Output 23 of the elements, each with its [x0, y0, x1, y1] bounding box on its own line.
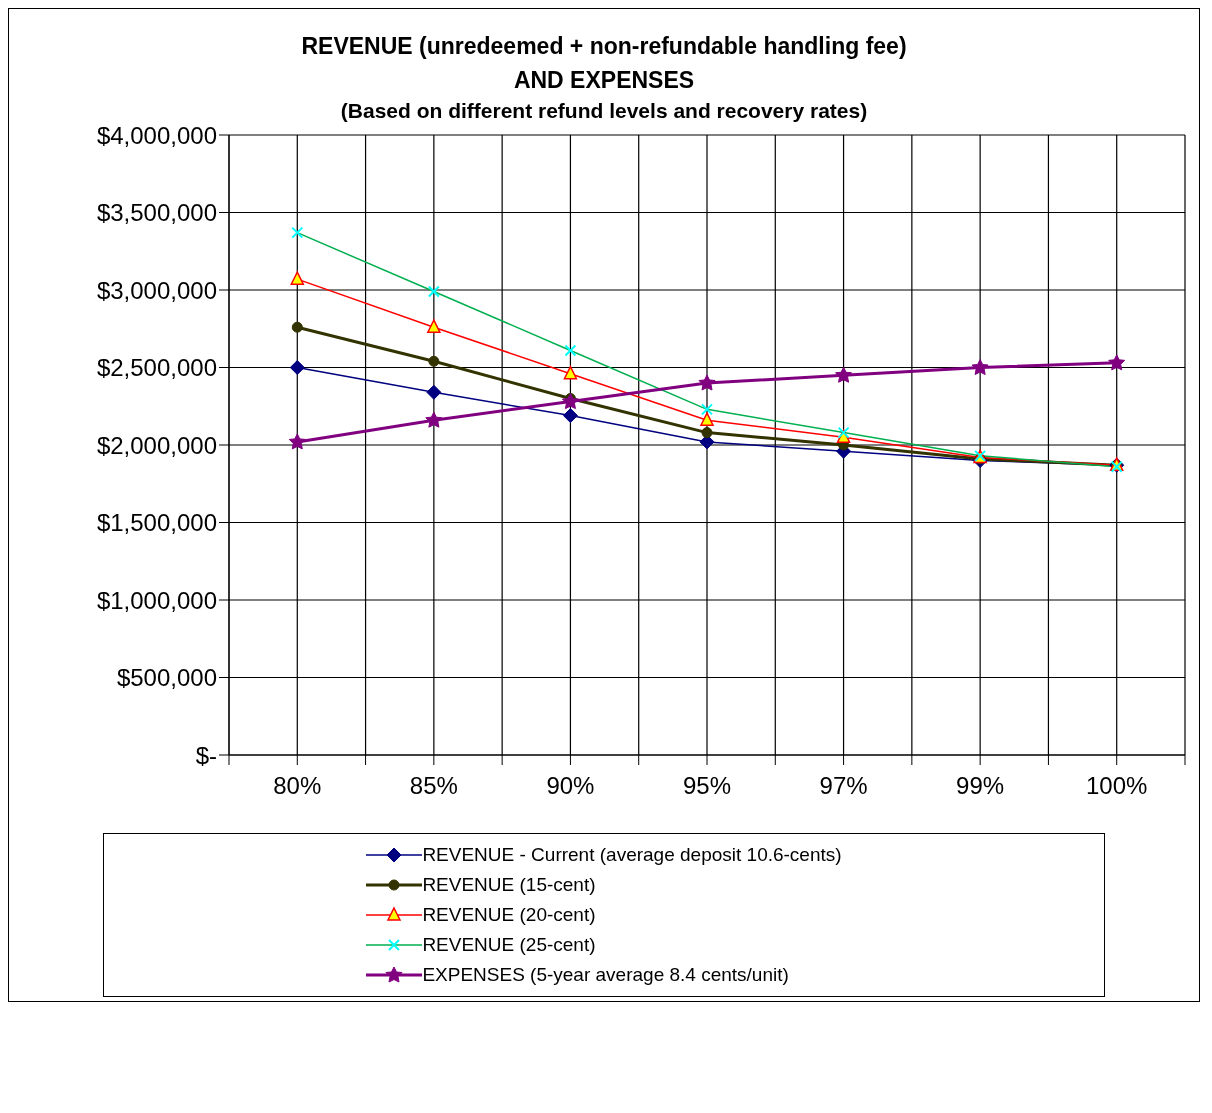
legend-label: REVENUE (25-cent)	[422, 934, 596, 956]
y-tick-label: $1,500,000	[96, 509, 217, 537]
legend-label: EXPENSES (5-year average 8.4 cents/unit)	[422, 964, 789, 986]
legend-label: REVENUE (15-cent)	[422, 874, 596, 896]
y-tick-label: $3,000,000	[96, 276, 217, 304]
y-tick-label: $1,000,000	[96, 586, 217, 614]
chart-title: REVENUE (unredeemed + non-refundable handling fee) AND EXPENSES	[300, 32, 908, 95]
legend-label: REVENUE (20-cent)	[422, 904, 596, 926]
legend-label: REVENUE - Current (average deposit 10.6-cents)	[422, 844, 842, 866]
x-tick-label: 85%	[409, 772, 458, 800]
x-tick-label: 80%	[273, 772, 322, 800]
y-tick-label: $2,000,000	[96, 431, 217, 459]
x-tick-label: 95%	[682, 772, 732, 800]
chart-subtitle: (Based on different refund levels and recovery rates)	[340, 99, 868, 122]
x-tick-label: 90%	[546, 772, 595, 800]
x-tick-label: 99%	[956, 772, 1005, 800]
y-tick-label: $4,000,000	[96, 121, 217, 149]
y-tick-label: $-	[195, 741, 217, 769]
x-tick-label: 97%	[819, 772, 868, 800]
y-tick-label: $2,500,000	[96, 354, 217, 382]
x-tick-label: 100%	[1086, 772, 1148, 800]
y-tick-label: $500,000	[116, 664, 217, 692]
y-tick-label: $3,500,000	[96, 199, 217, 227]
